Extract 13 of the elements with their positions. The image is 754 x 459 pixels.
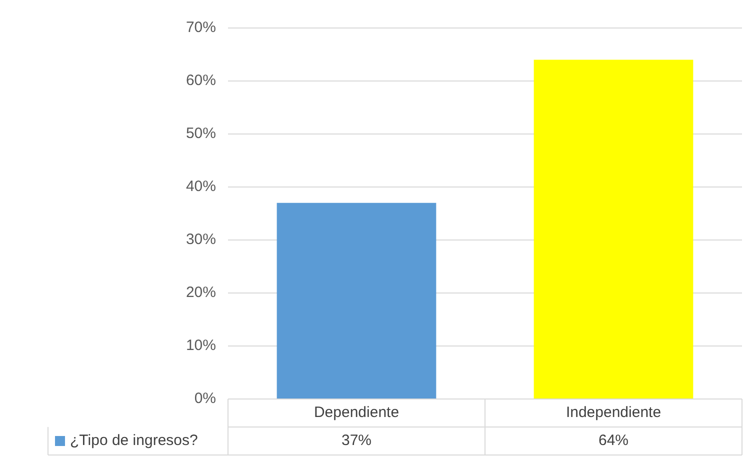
x-tick-label: Independiente xyxy=(566,404,662,422)
data-label: 37% xyxy=(341,432,372,450)
y-tick-label: 0% xyxy=(194,390,216,408)
y-tick-label: 20% xyxy=(186,284,216,302)
y-tick-label: 30% xyxy=(186,231,216,248)
y-tick-label: 50% xyxy=(186,125,216,142)
y-tick-label: 70% xyxy=(186,19,216,36)
x-tick-label: Dependiente xyxy=(314,404,400,422)
y-tick-label: 60% xyxy=(186,72,216,90)
y-tick-label: 10% xyxy=(186,337,216,354)
data-label: 64% xyxy=(598,432,629,450)
y-tick-label: 40% xyxy=(186,178,216,196)
legend-label: ¿Tipo de ingresos? xyxy=(70,432,198,450)
